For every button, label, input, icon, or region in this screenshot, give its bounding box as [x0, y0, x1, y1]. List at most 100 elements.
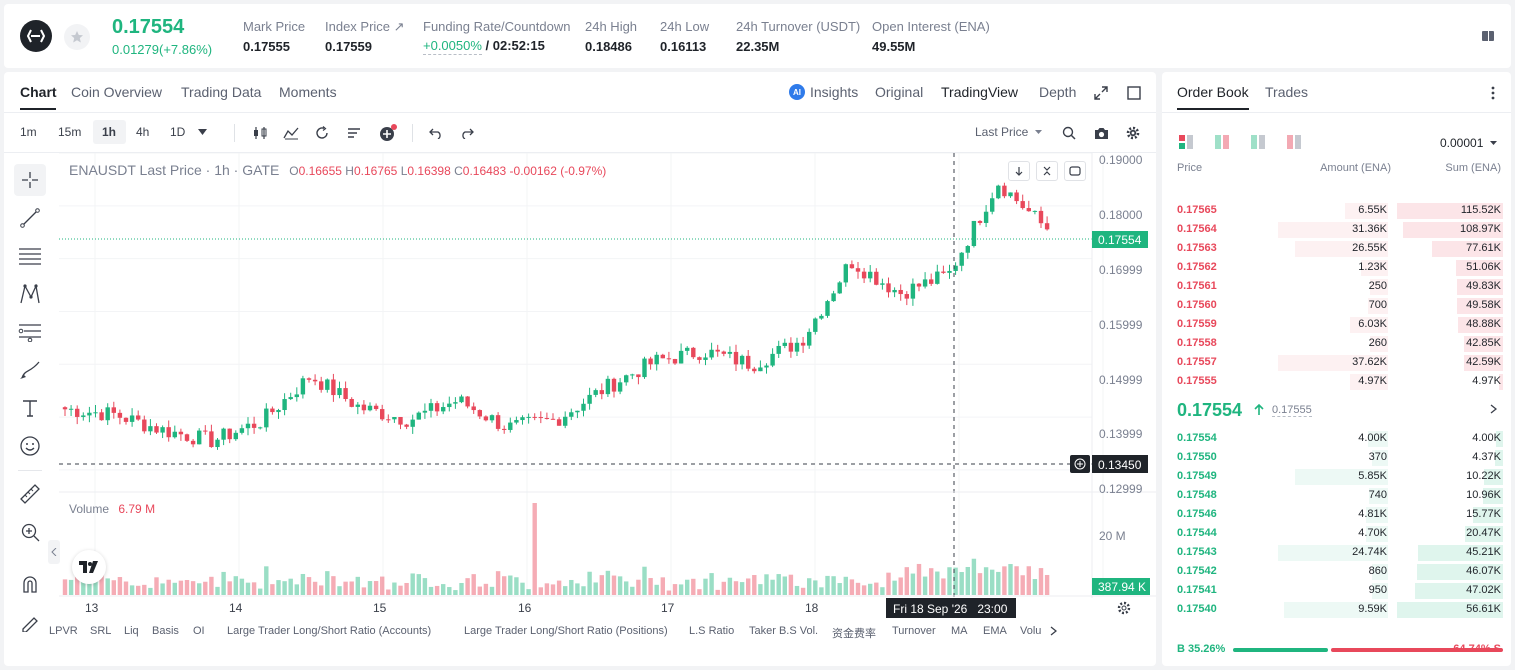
text-tool-icon[interactable] [14, 392, 46, 424]
interval-1d[interactable]: 1D [170, 125, 186, 139]
ask-row[interactable]: 0.17555 4.97K 4.97K [1162, 372, 1511, 391]
bid-row[interactable]: 0.17544 4.70K 20.47K [1162, 524, 1511, 543]
tab-chart[interactable]: Chart [20, 84, 57, 100]
ask-row[interactable]: 0.17561 250 49.83K [1162, 277, 1511, 296]
bid-row[interactable]: 0.17554 4.00K 4.00K [1162, 429, 1511, 448]
refresh-icon[interactable] [1064, 161, 1086, 181]
price-type-select[interactable]: Last Price [975, 125, 1029, 139]
horizontal-lines-tool-icon[interactable] [14, 240, 46, 272]
indicator-liq[interactable]: Liq [124, 625, 139, 637]
precision-select[interactable]: 0.00001 [1440, 136, 1484, 150]
gear-icon[interactable] [1124, 124, 1142, 142]
interval-1m[interactable]: 1m [20, 125, 37, 139]
bid-row[interactable]: 0.17541 950 47.02K [1162, 581, 1511, 600]
layout-sells-icon[interactable] [1284, 133, 1304, 151]
bid-row[interactable]: 0.17543 24.74K 45.21K [1162, 543, 1511, 562]
interval-1h[interactable]: 1h [102, 125, 117, 139]
settings-list-icon[interactable] [345, 124, 363, 142]
ask-row[interactable]: 0.17560 700 49.58K [1162, 296, 1511, 315]
bid-row[interactable]: 0.17549 5.85K 10.22K [1162, 467, 1511, 486]
indicator-ema[interactable]: EMA [983, 625, 1007, 637]
tab-tradingview[interactable]: TradingView [941, 84, 1019, 100]
ask-row[interactable]: 0.17563 26.55K 77.61K [1162, 239, 1511, 258]
caret-down-icon[interactable] [1032, 126, 1044, 138]
bid-row[interactable]: 0.17542 860 46.07K [1162, 562, 1511, 581]
tab-trades[interactable]: Trades [1265, 84, 1309, 100]
tab-trading-data[interactable]: Trading Data [181, 84, 262, 100]
bid-row[interactable]: 0.17550 370 4.37K [1162, 448, 1511, 467]
indicator-funding-rate[interactable]: 资金费率 [832, 628, 876, 640]
emoji-tool-icon[interactable] [14, 430, 46, 462]
ask-row[interactable]: 0.17564 31.36K 108.97K [1162, 220, 1511, 239]
indicator-basis[interactable]: Basis [152, 625, 179, 637]
layout-sells-buys-icon[interactable] [1212, 133, 1232, 151]
add-indicator-icon[interactable] [378, 123, 398, 143]
interval-15m[interactable]: 15m [58, 125, 82, 139]
search-icon[interactable] [1060, 124, 1078, 142]
axis-settings-icon[interactable] [1116, 600, 1132, 616]
bid-row[interactable]: 0.17540 9.59K 56.61K [1162, 600, 1511, 619]
collapse-sidebar-icon[interactable] [48, 540, 60, 564]
trend-line-tool-icon[interactable] [14, 202, 46, 234]
indicator-turnover[interactable]: Turnover [892, 625, 936, 637]
mid-price[interactable]: 0.17554 [1177, 400, 1243, 420]
indicator-lpvr[interactable]: LPVR [49, 625, 78, 637]
replay-icon[interactable] [313, 124, 331, 142]
candle-type-icon[interactable] [251, 124, 269, 142]
tab-moments[interactable]: Moments [279, 84, 337, 100]
add-alert-icon[interactable] [1070, 455, 1090, 473]
bid-row[interactable]: 0.17548 740 10.96K [1162, 486, 1511, 505]
favorite-star-icon[interactable] [64, 24, 90, 50]
tab-insights[interactable]: Insights [810, 84, 859, 100]
zoom-in-icon[interactable] [14, 516, 46, 548]
crosshair-tool-icon[interactable] [14, 164, 46, 196]
pencil-lock-icon[interactable] [14, 606, 46, 638]
indicators-icon[interactable] [282, 124, 300, 142]
indicator-ls-ratio[interactable]: L.S Ratio [689, 625, 735, 637]
interval-4h[interactable]: 4h [136, 125, 150, 139]
tab-original[interactable]: Original [875, 84, 924, 100]
indicator-taker-vol[interactable]: Taker B.S Vol. [749, 625, 819, 637]
layout-both-icon[interactable] [1176, 133, 1196, 151]
chevron-right-icon[interactable] [1486, 402, 1500, 416]
chevron-down-icon[interactable] [196, 126, 208, 138]
fib-tool-icon[interactable] [14, 316, 46, 348]
indicator-volume[interactable]: Volu [1020, 625, 1042, 637]
book-icon[interactable] [1478, 26, 1498, 46]
scroll-down-icon[interactable] [1008, 161, 1030, 181]
indicator-ltlsr-accounts[interactable]: Large Trader Long/Short Ratio (Accounts) [227, 625, 432, 637]
tradingview-logo-icon[interactable] [72, 550, 106, 584]
indicator-ma[interactable]: MA [951, 625, 968, 637]
pattern-tool-icon[interactable] [14, 278, 46, 310]
ask-row[interactable]: 0.17562 1.23K 51.06K [1162, 258, 1511, 277]
ask-row[interactable]: 0.17558 260 42.85K [1162, 334, 1511, 353]
ask-row[interactable]: 0.17559 6.03K 48.88K [1162, 315, 1511, 334]
magnet-icon[interactable] [14, 568, 46, 600]
funding-rate[interactable]: +0.0050% [423, 38, 482, 55]
brush-tool-icon[interactable] [14, 354, 46, 386]
tab-order-book[interactable]: Order Book [1177, 84, 1249, 100]
chevron-right-icon[interactable] [1046, 624, 1060, 638]
camera-icon[interactable] [1092, 124, 1110, 142]
candle-body [776, 345, 781, 354]
price-chart[interactable] [59, 153, 1156, 622]
collapse-icon[interactable] [1036, 161, 1058, 181]
window-icon[interactable] [1125, 84, 1143, 102]
indicator-oi[interactable]: OI [193, 625, 205, 637]
redo-icon[interactable] [458, 124, 476, 142]
indicator-srl[interactable]: SRL [90, 625, 112, 637]
indicator-ltlsr-positions[interactable]: Large Trader Long/Short Ratio (Positions… [464, 625, 668, 637]
layout-buys-icon[interactable] [1248, 133, 1268, 151]
tab-depth[interactable]: Depth [1039, 84, 1077, 100]
ask-row[interactable]: 0.17557 37.62K 42.59K [1162, 353, 1511, 372]
ask-row[interactable]: 0.17565 6.55K 115.52K [1162, 201, 1511, 220]
more-vertical-icon[interactable] [1484, 84, 1502, 102]
ruler-tool-icon[interactable] [14, 478, 46, 510]
expand-icon[interactable] [1092, 84, 1110, 102]
tab-coin-overview[interactable]: Coin Overview [71, 84, 163, 100]
volume-bar [843, 576, 848, 595]
index-price-label[interactable]: Index Price ↗ [325, 19, 405, 34]
bid-row[interactable]: 0.17546 4.81K 15.77K [1162, 505, 1511, 524]
undo-icon[interactable] [427, 124, 445, 142]
caret-down-icon[interactable] [1488, 138, 1498, 148]
